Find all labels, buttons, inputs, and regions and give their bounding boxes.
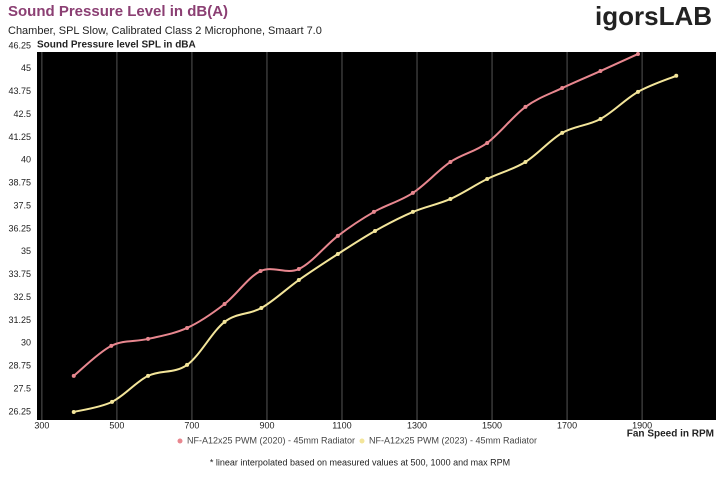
y-tick-label: 37.5 — [13, 200, 31, 210]
data-point — [71, 373, 76, 378]
data-point — [296, 278, 301, 283]
x-tick-label: 900 — [259, 420, 274, 430]
x-tick-label: 1500 — [482, 420, 502, 430]
data-point — [222, 301, 227, 306]
data-point — [259, 306, 264, 311]
data-point — [109, 343, 114, 348]
y-tick-label: 42.5 — [13, 109, 31, 119]
y-tick-label: 33.75 — [8, 269, 31, 279]
data-point — [185, 325, 190, 330]
data-point — [485, 176, 490, 181]
y-tick-label: 27.5 — [13, 383, 31, 393]
data-point — [674, 73, 679, 78]
chart-title: Sound Pressure Level in dB(A) — [8, 3, 228, 20]
data-point — [523, 104, 528, 109]
y-tick-label: 28.75 — [8, 361, 31, 371]
data-point — [598, 69, 603, 74]
data-point — [410, 190, 415, 195]
footnote: * linear interpolated based on measured … — [210, 457, 510, 467]
data-point — [448, 196, 453, 201]
data-point — [71, 409, 76, 414]
data-point — [635, 89, 640, 94]
y-tick-label: 32.5 — [13, 292, 31, 302]
data-point — [560, 130, 565, 135]
y-tick-label: 38.75 — [8, 178, 31, 188]
y-axis-title: Sound Pressure level SPL in dBA — [37, 40, 196, 51]
x-axis-title: Fan Speed in RPM — [627, 429, 714, 440]
data-point — [560, 86, 565, 91]
data-point — [185, 362, 190, 367]
y-tick-label: 45 — [21, 63, 31, 73]
logo: igorsLAB — [595, 1, 712, 31]
data-point — [448, 159, 453, 164]
legend-label: NF-A12x25 PWM (2020) - 45mm Radiator — [187, 435, 355, 445]
data-point — [222, 319, 227, 324]
y-tick-label: 26.25 — [8, 406, 31, 416]
data-point — [296, 267, 301, 272]
x-tick-label: 500 — [109, 420, 124, 430]
data-point — [335, 233, 340, 238]
data-point — [523, 159, 528, 164]
data-point — [335, 252, 340, 257]
y-tick-label: 46.25 — [8, 40, 31, 50]
data-point — [635, 52, 640, 57]
legend-label: NF-A12x25 PWM (2023) - 45mm Radiator — [369, 435, 537, 445]
y-tick-label: 35 — [21, 246, 31, 256]
legend-marker — [177, 438, 183, 444]
x-tick-label: 1300 — [407, 420, 427, 430]
data-point — [410, 209, 415, 214]
data-point — [110, 399, 115, 404]
data-point — [485, 140, 490, 145]
y-tick-label: 40 — [21, 155, 31, 165]
x-tick-label: 1900 — [632, 420, 652, 430]
data-point — [146, 373, 151, 378]
x-tick-label: 700 — [184, 420, 199, 430]
data-point — [598, 116, 603, 121]
y-tick-label: 41.25 — [8, 132, 31, 142]
y-tick-label: 43.75 — [8, 86, 31, 96]
data-point — [146, 336, 151, 341]
x-tick-label: 1100 — [332, 420, 351, 430]
y-tick-label: 31.25 — [8, 315, 31, 325]
x-tick-label: 1700 — [557, 420, 577, 430]
x-tick-label: 300 — [34, 420, 49, 430]
series-line — [73, 53, 639, 377]
plot-area — [37, 52, 716, 420]
y-tick-label: 30 — [21, 338, 31, 348]
data-point — [258, 269, 263, 274]
data-point — [372, 228, 377, 233]
legend-marker — [359, 438, 365, 444]
data-point — [371, 209, 376, 214]
y-tick-label: 36.25 — [8, 223, 31, 233]
chart-subtitle: Chamber, SPL Slow, Calibrated Class 2 Mi… — [8, 25, 322, 37]
